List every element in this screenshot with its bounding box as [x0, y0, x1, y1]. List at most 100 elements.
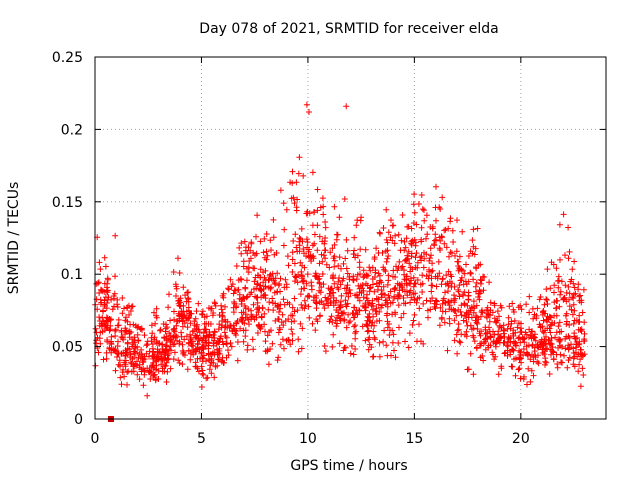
data-point: [420, 340, 427, 347]
data-point: [264, 332, 271, 339]
data-point: [236, 244, 243, 251]
data-point: [371, 322, 378, 329]
data-point: [424, 307, 431, 314]
data-point: [445, 268, 452, 275]
data-point: [320, 211, 327, 218]
data-point: [175, 255, 181, 262]
data-point: [506, 303, 513, 310]
data-point: [344, 247, 351, 254]
data-point: [245, 244, 252, 251]
data-point: [416, 294, 423, 301]
data-point: [484, 304, 491, 311]
data-point: [571, 258, 578, 265]
data-point: [451, 292, 457, 299]
data-point: [383, 342, 390, 349]
data-point: [153, 305, 160, 312]
data-point: [317, 204, 324, 211]
data-point: [331, 280, 338, 287]
data-point: [128, 360, 135, 367]
data-point: [144, 392, 151, 399]
data-point: [344, 270, 351, 277]
data-point: [228, 343, 235, 350]
data-point: [244, 277, 250, 284]
data-point: [412, 280, 419, 287]
data-point: [112, 346, 119, 353]
data-point: [298, 301, 305, 308]
data-point: [257, 274, 264, 281]
data-point: [577, 292, 584, 299]
data-point: [298, 345, 305, 352]
data-point: [261, 235, 268, 242]
data-point: [551, 289, 557, 296]
data-point: [148, 334, 155, 341]
data-point: [484, 314, 490, 321]
data-point: [412, 254, 419, 261]
data-point: [518, 359, 525, 366]
data-point: [198, 363, 205, 370]
data-point: [297, 236, 304, 243]
data-point: [477, 354, 484, 361]
data-point: [383, 236, 390, 243]
data-point: [538, 336, 545, 343]
data-point: [467, 350, 474, 357]
data-point: [269, 300, 276, 306]
data-point: [418, 224, 425, 231]
data-point: [444, 280, 451, 287]
data-point: [238, 301, 245, 307]
data-point: [220, 294, 227, 301]
data-point: [227, 276, 234, 283]
data-point: [232, 287, 239, 294]
data-point: [442, 308, 449, 315]
data-point: [577, 356, 584, 363]
data-point: [409, 237, 416, 244]
data-point: [322, 235, 329, 241]
data-point: [398, 237, 405, 244]
data-point: [408, 253, 415, 260]
data-point: [223, 340, 230, 347]
data-point: [496, 313, 502, 320]
data-point: [433, 301, 440, 308]
data-point: [404, 223, 411, 230]
data-point: [425, 314, 431, 321]
data-point: [524, 381, 530, 388]
data-point: [555, 284, 562, 291]
data-point: [284, 299, 291, 306]
data-point: [265, 306, 272, 313]
data-point: [532, 337, 539, 344]
data-point: [568, 341, 574, 348]
data-point: [563, 321, 570, 328]
data-point: [537, 343, 544, 350]
data-point: [410, 283, 417, 290]
data-point: [204, 374, 211, 381]
data-point: [104, 275, 111, 282]
data-point: [511, 317, 518, 324]
data-point: [155, 367, 162, 374]
data-point: [475, 294, 482, 300]
data-point: [101, 254, 108, 261]
data-point: [510, 333, 517, 339]
data-point: [334, 320, 341, 327]
data-point: [517, 302, 524, 309]
data-point: [515, 366, 522, 373]
data-point: [451, 317, 458, 324]
data-point: [566, 334, 573, 341]
data-point: [442, 289, 448, 296]
data-point: [423, 297, 430, 304]
data-point: [296, 154, 303, 161]
data-point: [418, 257, 425, 264]
data-point: [389, 237, 396, 244]
data-point: [131, 337, 138, 344]
data-point: [448, 306, 455, 313]
data-point: [395, 264, 402, 271]
data-point: [336, 214, 343, 221]
data-point: [378, 294, 385, 301]
data-point: [280, 296, 287, 303]
data-point: [316, 313, 323, 320]
data-point: [480, 357, 487, 364]
data-point: [167, 317, 174, 324]
data-point: [556, 338, 563, 345]
data-point: [438, 233, 445, 240]
data-point: [547, 285, 554, 292]
data-point: [138, 346, 145, 353]
data-point: [454, 217, 460, 224]
